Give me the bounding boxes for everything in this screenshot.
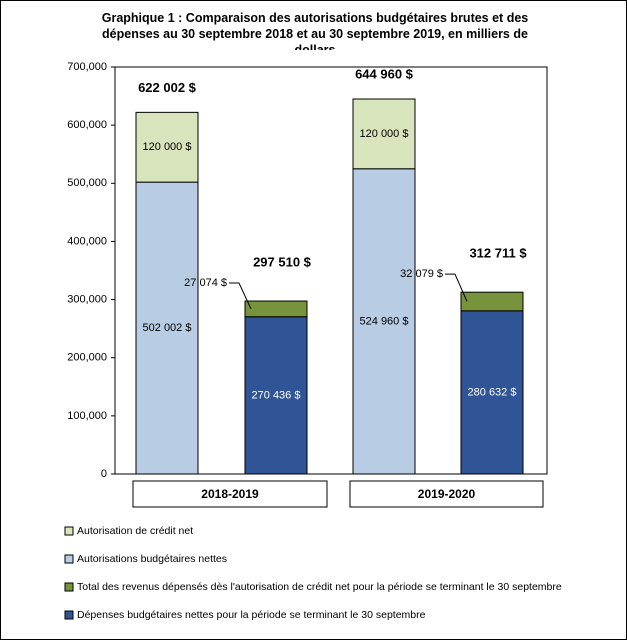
- value-label: 120 000 $: [143, 141, 192, 153]
- leader-line: [229, 282, 252, 310]
- group-label: 2018-2019: [201, 487, 259, 501]
- bar-segment: [352, 168, 416, 475]
- total-label: 644 960 $: [355, 66, 414, 81]
- total-label: 297 510 $: [253, 254, 312, 269]
- legend-label: Total des revenus dépensés dès l'autoris…: [77, 581, 562, 593]
- bar-segment: [135, 181, 199, 475]
- title-box: Graphique 1 : Comparaison des autorisati…: [101, 11, 529, 50]
- chart-title: Graphique 1 : Comparaison des autorisati…: [101, 11, 529, 50]
- value-label: 502 002 $: [143, 322, 192, 334]
- value-label: 280 632 $: [468, 386, 517, 398]
- value-label: 32 079 $: [400, 268, 443, 280]
- value-label: 270 436 $: [252, 389, 301, 401]
- plot-area: [114, 66, 548, 475]
- legend-label: Autorisations budgétaires nettes: [77, 553, 227, 565]
- value-label: 524 960 $: [360, 315, 409, 327]
- value-label: 27 074 $: [184, 277, 227, 289]
- y-tick-label: 100,000: [67, 410, 107, 422]
- y-tick-label: 500,000: [67, 177, 107, 189]
- y-tick-label: 700,000: [67, 61, 107, 73]
- group-label: 2019-2020: [418, 487, 476, 501]
- bar-segment: [244, 300, 308, 318]
- legend-swatch: [64, 582, 74, 592]
- legend-swatch: [64, 610, 74, 620]
- y-tick-label: 300,000: [67, 293, 107, 305]
- legend-label: Autorisation de crédit net: [77, 525, 193, 537]
- value-label: 120 000 $: [360, 128, 409, 140]
- y-tick-label: 200,000: [67, 352, 107, 364]
- legend-swatch: [64, 526, 74, 536]
- group-box: [132, 480, 328, 508]
- leader-line: [445, 273, 468, 302]
- y-tick-label: 0: [101, 468, 107, 480]
- legend-swatch: [64, 554, 74, 564]
- bar-segment: [460, 291, 524, 312]
- total-label: 312 711 $: [469, 246, 527, 261]
- group-box: [349, 480, 544, 508]
- bar-segment: [135, 111, 199, 183]
- bar-segment: [352, 98, 416, 170]
- y-tick-label: 600,000: [67, 119, 107, 131]
- legend-label: Dépenses budgétaires nettes pour la péri…: [77, 609, 426, 621]
- y-tick-label: 400,000: [67, 235, 107, 247]
- total-label: 622 002 $: [138, 80, 197, 95]
- bar-segment: [460, 310, 524, 475]
